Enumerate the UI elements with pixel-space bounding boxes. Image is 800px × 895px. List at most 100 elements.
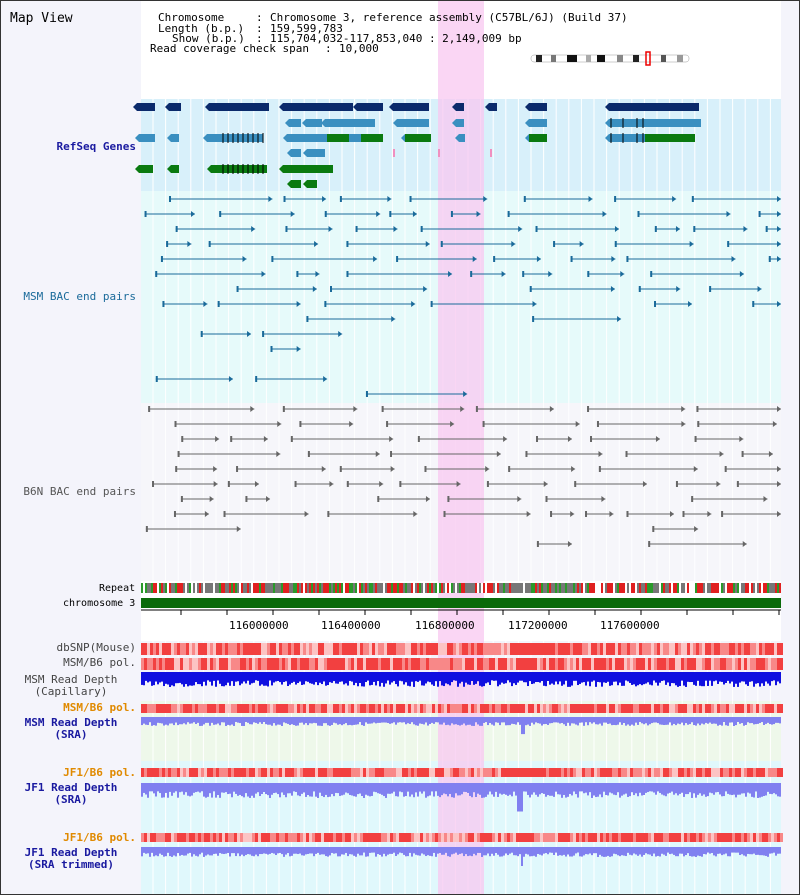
bac-end	[587, 271, 590, 277]
snp-density-cell	[411, 643, 414, 655]
read-depth-bar	[697, 847, 699, 856]
gene-strand-arrow	[287, 180, 291, 188]
snp-density-cell	[612, 658, 615, 670]
repeat-element	[537, 583, 539, 593]
snp-density-cell	[570, 704, 573, 713]
repeat-element	[573, 583, 575, 593]
snp-density-cell	[459, 658, 462, 670]
read-depth-bar	[609, 783, 611, 793]
read-depth-bar	[531, 717, 533, 723]
bac-end-arrow	[777, 211, 781, 217]
repeat-element	[203, 583, 205, 593]
read-depth-bar	[201, 847, 203, 853]
repeat-element	[661, 583, 663, 593]
bac-end-arrow	[579, 241, 584, 247]
read-depth-bar	[287, 717, 289, 724]
bac-end	[166, 241, 169, 247]
read-depth-bar	[453, 783, 455, 798]
snp-density-cell	[513, 658, 516, 670]
gene-strand-arrow	[605, 134, 609, 142]
read-depth-bar	[171, 672, 173, 686]
read-depth-bar	[337, 672, 339, 684]
read-depth-bar	[659, 717, 661, 725]
snp-density-cell	[228, 704, 231, 713]
bac-end	[614, 196, 617, 202]
read-depth-bar	[509, 717, 511, 726]
read-depth-bar	[555, 717, 557, 723]
read-depth-bar	[463, 672, 465, 687]
read-depth-bar	[229, 847, 231, 857]
read-depth-bar	[591, 717, 593, 724]
snp-density-cell	[627, 704, 630, 713]
read-depth-bar	[631, 783, 633, 793]
snp-density-cell	[507, 768, 510, 777]
read-depth-bar	[231, 717, 233, 725]
snp-density-cell	[618, 704, 621, 713]
bac-end-arrow	[719, 451, 724, 457]
read-depth-bar	[699, 783, 701, 794]
read-depth-bar	[347, 847, 349, 857]
snp-density-cell	[357, 658, 360, 670]
read-depth-bar	[339, 847, 341, 857]
bac-end-arrow	[266, 496, 271, 502]
read-depth-bar	[651, 847, 653, 857]
snp-density-cell	[513, 833, 516, 842]
bac-end-arrow	[413, 511, 418, 517]
snp-density-cell	[234, 833, 237, 842]
snp-density-cell	[555, 704, 558, 713]
snp-density-cell	[327, 768, 330, 777]
read-depth-bar	[483, 783, 485, 798]
bac-end	[570, 256, 573, 262]
read-depth-bar	[433, 672, 435, 686]
snp-density-cell	[357, 643, 360, 655]
read-depth-bar	[385, 847, 387, 857]
read-depth-bar	[361, 847, 363, 856]
snp-density-cell	[612, 768, 615, 777]
read-depth-bar	[477, 847, 479, 853]
snp-density-cell	[594, 704, 597, 713]
snp-density-cell	[273, 833, 276, 842]
snp-density-cell	[213, 833, 216, 842]
read-depth-bar	[535, 717, 537, 723]
snp-density-cell	[198, 658, 201, 670]
bac-end-arrow	[536, 256, 541, 262]
read-depth-bar	[473, 783, 475, 793]
gene-strand-arrow	[525, 119, 529, 127]
snp-density-cell	[630, 643, 633, 655]
repeat-element	[767, 583, 769, 593]
read-depth-bar	[677, 717, 679, 724]
snp-density-cell	[360, 768, 363, 777]
read-depth-bar	[657, 717, 659, 724]
repeat-element	[305, 583, 307, 593]
read-depth-bar	[593, 672, 595, 681]
read-depth-bar	[729, 717, 731, 723]
snp-density-cell	[711, 833, 714, 842]
repeat-element	[779, 583, 781, 593]
snp-density-cell	[144, 658, 147, 670]
read-depth-bar	[355, 783, 357, 797]
snp-density-cell	[585, 658, 588, 670]
snp-density-cell	[450, 704, 453, 713]
bac-end-arrow	[450, 421, 455, 427]
repeat-element	[739, 583, 741, 593]
snp-density-cell	[525, 658, 528, 670]
snp-density-cell	[345, 658, 348, 670]
repeat-element	[451, 583, 453, 593]
snp-density-cell	[258, 833, 261, 842]
repeat-element	[371, 583, 373, 593]
read-depth-bar	[659, 847, 661, 857]
repeat-element	[287, 583, 289, 593]
repeat-element	[515, 583, 517, 593]
gene-strand-arrow	[353, 103, 357, 111]
snp-density-cell	[372, 833, 375, 842]
read-depth-bar	[357, 672, 359, 687]
read-depth-bar	[237, 847, 239, 854]
snp-density-cell	[621, 833, 624, 842]
repeat-element	[673, 583, 675, 593]
snp-density-cell	[291, 643, 294, 655]
snp-density-cell	[243, 643, 246, 655]
snp-density-cell	[762, 643, 765, 655]
bac-end	[587, 406, 590, 412]
snp-density-cell	[312, 768, 315, 777]
